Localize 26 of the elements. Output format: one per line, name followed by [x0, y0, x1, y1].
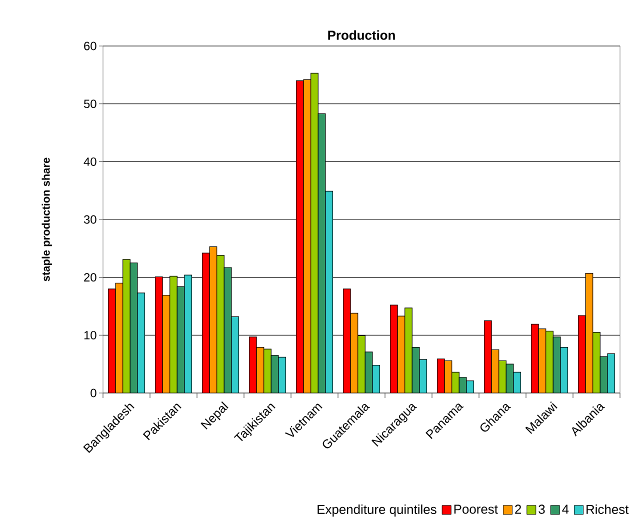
y-tick-label: 10: [84, 330, 96, 340]
legend-label: 3: [538, 504, 545, 514]
y-tick-label: 20: [84, 273, 96, 282]
y-tick-label: 30: [84, 215, 96, 224]
y-tick-label: 50: [84, 100, 96, 108]
bar: [546, 330, 554, 393]
y-tick-label: 0: [90, 388, 96, 398]
bar: [358, 335, 366, 393]
bar: [452, 372, 460, 393]
bar: [122, 259, 130, 393]
bar: [404, 308, 412, 393]
bar: [264, 348, 272, 393]
y-axis-title: staple production share: [42, 158, 52, 282]
legend-label: Poorest: [454, 504, 498, 514]
y-tick-label: 40: [84, 157, 96, 166]
bar: [310, 72, 318, 393]
legend-label: Richest: [586, 504, 629, 514]
legend-title: Expenditure quintiles: [318, 504, 436, 517]
chart-title: Production: [328, 30, 395, 40]
bar: [170, 276, 178, 393]
bar: [592, 332, 600, 393]
bar: [498, 360, 506, 393]
legend-label: 4: [562, 504, 569, 514]
bar: [216, 255, 224, 393]
legend-label: 2: [515, 504, 521, 514]
y-tick-label: 60: [84, 42, 96, 50]
